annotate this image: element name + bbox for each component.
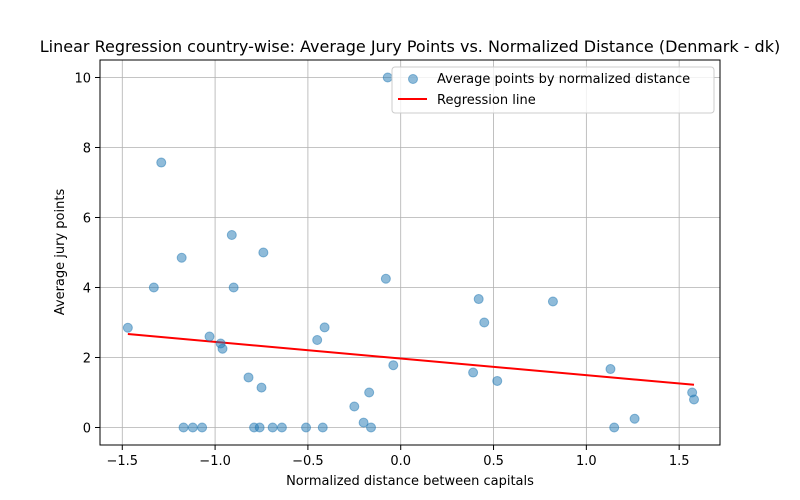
- legend-box: [391, 66, 715, 114]
- data-point: [479, 317, 490, 328]
- data-point: [187, 422, 198, 433]
- regression-line: [127, 333, 695, 386]
- y-axis-label: Average jury points: [53, 189, 68, 316]
- legend-label-scatter: Average points by normalized distance: [437, 72, 690, 87]
- data-point: [364, 387, 375, 398]
- data-point: [256, 382, 267, 393]
- chart-title: Linear Regression country-wise: Average …: [40, 37, 780, 56]
- points-layer: [122, 72, 700, 433]
- x-tick-label: −0.5: [292, 454, 324, 469]
- data-point: [226, 230, 237, 240]
- x-tick-label: 1.5: [669, 454, 690, 469]
- data-point: [317, 422, 328, 433]
- data-point: [276, 422, 287, 433]
- data-point: [258, 247, 269, 258]
- y-tick-label: 0: [83, 422, 91, 437]
- data-point: [629, 413, 640, 424]
- x-tick-label: −1.0: [199, 454, 231, 469]
- legend-marker-scatter: [408, 74, 418, 84]
- y-axis: 0 2 4 6 8 10: [74, 72, 100, 437]
- data-point: [689, 394, 700, 405]
- data-point: [243, 372, 254, 383]
- x-tick-label: 0.0: [390, 454, 411, 469]
- legend: Average points by normalized distance Re…: [391, 66, 715, 114]
- x-axis-label: Normalized distance between capitals: [286, 474, 534, 489]
- y-tick-label: 6: [83, 212, 91, 227]
- data-point: [382, 72, 393, 83]
- grid: [100, 60, 720, 445]
- data-point: [254, 422, 265, 433]
- data-point: [605, 364, 616, 375]
- data-point: [176, 252, 187, 263]
- x-axis: −1.5 −1.0 −0.5 0.0 0.5 1.0 1.5: [106, 445, 690, 469]
- data-point: [204, 331, 215, 342]
- data-point: [267, 422, 278, 433]
- data-point: [358, 417, 369, 428]
- y-tick-label: 10: [74, 72, 91, 87]
- data-point: [388, 360, 399, 371]
- x-tick-label: −1.5: [106, 454, 138, 469]
- data-point: [319, 322, 330, 333]
- data-point: [609, 422, 620, 433]
- data-point: [148, 282, 159, 293]
- data-point: [366, 422, 377, 433]
- legend-label-line: Regression line: [437, 93, 536, 108]
- data-point: [122, 322, 133, 333]
- data-point: [492, 375, 503, 386]
- data-point: [301, 422, 312, 433]
- data-point: [178, 422, 189, 433]
- y-tick-label: 8: [83, 142, 91, 157]
- data-point: [473, 294, 484, 305]
- data-point: [380, 273, 391, 284]
- data-point: [197, 422, 208, 433]
- data-point: [217, 343, 228, 354]
- y-tick-label: 4: [83, 282, 91, 297]
- data-point: [547, 296, 558, 307]
- data-point: [349, 401, 360, 412]
- x-tick-label: 1.0: [576, 454, 597, 469]
- data-point: [468, 367, 479, 378]
- y-tick-label: 2: [83, 352, 91, 367]
- data-point: [156, 157, 167, 168]
- plot-frame: [99, 59, 721, 446]
- x-tick-label: 0.5: [483, 454, 504, 469]
- regression-layer: [127, 333, 695, 386]
- data-point: [312, 335, 323, 345]
- data-point: [228, 282, 239, 293]
